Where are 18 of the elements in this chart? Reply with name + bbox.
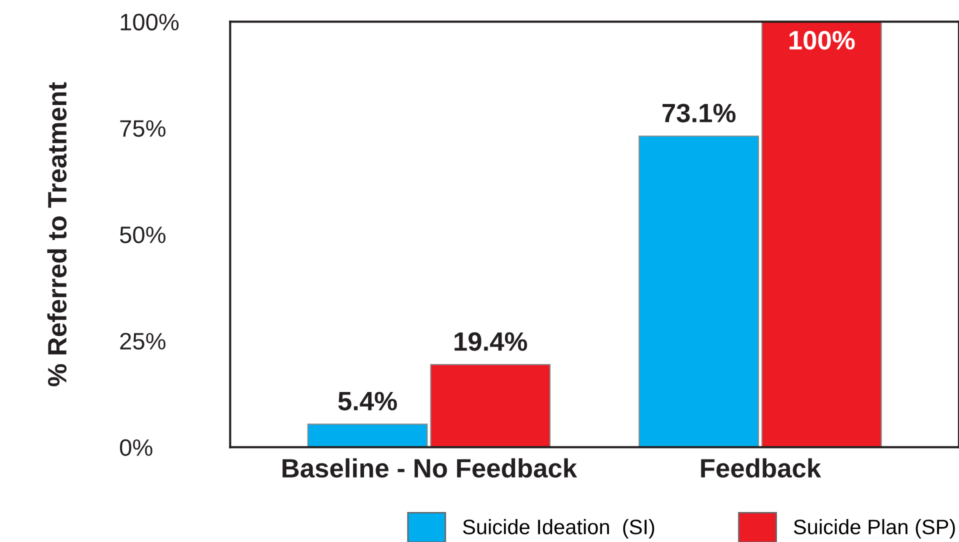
x-tick-label: Baseline - No Feedback: [282, 458, 578, 478]
data-label: 19.4%: [454, 332, 528, 351]
legend-label: Suicide Plan (SP): [794, 519, 955, 538]
y-axis-title: % Referred to Treatment: [47, 82, 67, 386]
y-tick-label: 75%: [120, 120, 166, 137]
data-label: 73.1%: [662, 104, 736, 122]
data-label: 100%: [790, 30, 855, 50]
legend-label: Suicide Ideation (SI): [463, 519, 654, 538]
y-tick-label: 50%: [120, 226, 166, 244]
y-tick-label: 0%: [120, 439, 152, 456]
y-tick-label: 25%: [120, 332, 166, 350]
bar: [307, 424, 428, 448]
data-label: 5.4%: [338, 392, 397, 410]
x-tick-label: Feedback: [701, 458, 822, 478]
y-tick-label: 100%: [120, 14, 179, 30]
bar: [638, 136, 759, 448]
bar: [430, 364, 551, 448]
bar: [761, 22, 882, 448]
